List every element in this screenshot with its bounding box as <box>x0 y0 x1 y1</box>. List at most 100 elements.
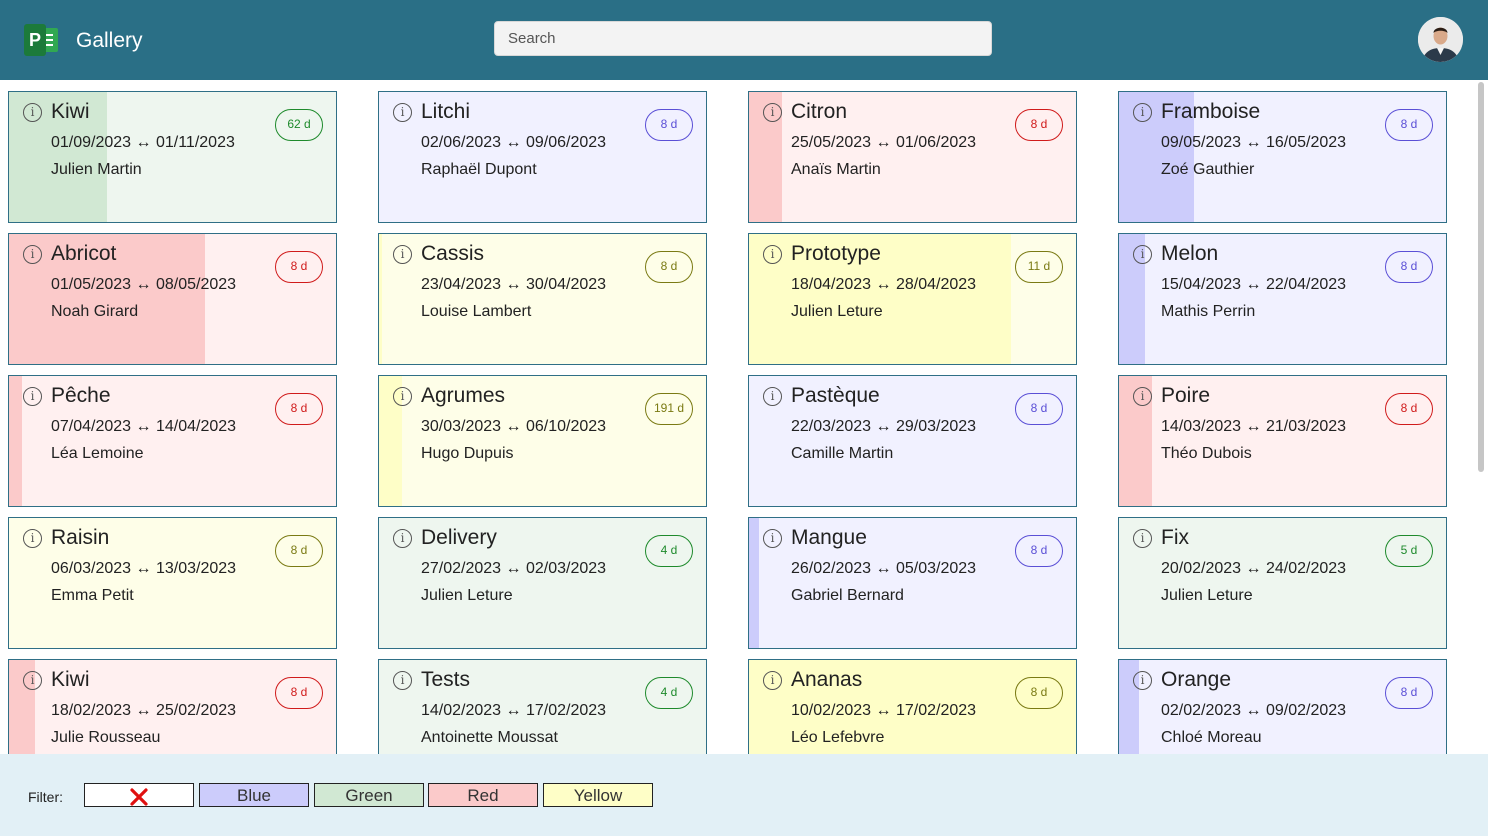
card-owner: Anaïs Martin <box>791 161 881 178</box>
card-owner: Antoinette Moussat <box>421 729 558 746</box>
task-card[interactable]: i Fix 20/02/2023 ↔ 24/02/2023 Julien Leture… <box>1118 517 1447 649</box>
card-title: Litchi <box>421 100 471 123</box>
task-card[interactable]: i Melon 15/04/2023 ↔ 22/04/2023 Mathis Perr… <box>1118 233 1447 365</box>
task-card[interactable]: i Citron 25/05/2023 ↔ 01/06/2023 Anaïs Mart… <box>748 91 1077 223</box>
duration-badge: 11 d <box>1015 251 1063 283</box>
duration-badge: 8 d <box>1015 109 1063 141</box>
task-card[interactable]: i Pastèque 22/03/2023 ↔ 29/03/2023 Camille … <box>748 375 1077 507</box>
progress-fill <box>749 234 1011 364</box>
task-card[interactable]: i Orange 02/02/2023 ↔ 09/02/2023 Chloé More… <box>1118 659 1447 754</box>
duration-badge: 8 d <box>275 535 323 567</box>
card-owner: Louise Lambert <box>421 303 532 320</box>
card-dates: 18/02/2023 ↔ 25/02/2023 <box>51 702 237 719</box>
card-title: Raisin <box>51 526 110 549</box>
duration-badge: 8 d <box>1385 393 1433 425</box>
task-card[interactable]: i Framboise 09/05/2023 ↔ 16/05/2023 Zoé Gau… <box>1118 91 1447 223</box>
info-icon[interactable]: i <box>393 387 412 406</box>
task-card[interactable]: i Abricot 01/05/2023 ↔ 08/05/2023 Noah Gira… <box>8 233 337 365</box>
info-icon[interactable]: i <box>1133 387 1152 406</box>
card-owner: Zoé Gauthier <box>1161 161 1255 178</box>
info-icon[interactable]: i <box>763 529 782 548</box>
task-card[interactable]: i Agrumes 30/03/2023 ↔ 06/10/2023 Hugo Dupu… <box>378 375 707 507</box>
card-dates: 26/02/2023 ↔ 05/03/2023 <box>791 560 977 577</box>
task-card[interactable]: i Delivery 27/02/2023 ↔ 02/03/2023 Julien L… <box>378 517 707 649</box>
user-avatar[interactable] <box>1418 17 1463 62</box>
search-input[interactable] <box>494 21 992 56</box>
filter-blue-button[interactable]: Blue <box>199 783 309 807</box>
card-owner: Raphaël Dupont <box>421 161 537 178</box>
task-card[interactable]: i Poire 14/03/2023 ↔ 21/03/2023 Théo Dubois… <box>1118 375 1447 507</box>
card-owner: Hugo Dupuis <box>421 445 514 462</box>
duration-badge: 8 d <box>1015 393 1063 425</box>
task-card[interactable]: i Raisin 06/03/2023 ↔ 13/03/2023 Emma Petit… <box>8 517 337 649</box>
task-card[interactable]: i Prototype 18/04/2023 ↔ 28/04/2023 Julien … <box>748 233 1077 365</box>
card-title: Citron <box>791 100 848 123</box>
card-dates: 14/02/2023 ↔ 17/02/2023 <box>421 702 607 719</box>
card-owner: Camille Martin <box>791 445 894 462</box>
task-card[interactable]: i Pêche 07/04/2023 ↔ 14/04/2023 Léa Lemoine… <box>8 375 337 507</box>
card-dates: 25/05/2023 ↔ 01/06/2023 <box>791 134 977 151</box>
card-dates: 09/05/2023 ↔ 16/05/2023 <box>1161 134 1347 151</box>
duration-badge: 8 d <box>1015 535 1063 567</box>
app-title: Gallery <box>76 29 143 52</box>
info-icon[interactable]: i <box>23 529 42 548</box>
red-x-icon <box>130 787 148 806</box>
task-card[interactable]: i Ananas 10/02/2023 ↔ 17/02/2023 Léo Lefebv… <box>748 659 1077 754</box>
card-title: Framboise <box>1161 100 1261 123</box>
info-icon[interactable]: i <box>23 245 42 264</box>
duration-badge: 8 d <box>645 251 693 283</box>
task-card[interactable]: i Tests 14/02/2023 ↔ 17/02/2023 Antoinette … <box>378 659 707 754</box>
info-icon[interactable]: i <box>763 245 782 264</box>
progress-fill <box>749 518 759 648</box>
info-icon[interactable]: i <box>393 529 412 548</box>
card-dates: 07/04/2023 ↔ 14/04/2023 <box>51 418 237 435</box>
card-dates: 22/03/2023 ↔ 29/03/2023 <box>791 418 977 435</box>
info-icon[interactable]: i <box>1133 529 1152 548</box>
card-owner: Noah Girard <box>51 303 139 320</box>
info-icon[interactable]: i <box>393 103 412 122</box>
info-icon[interactable]: i <box>23 103 42 122</box>
card-title: Kiwi <box>51 668 90 691</box>
info-icon[interactable]: i <box>763 103 782 122</box>
filter-yellow-button[interactable]: Yellow <box>543 783 653 807</box>
duration-badge: 8 d <box>1385 677 1433 709</box>
info-icon[interactable]: i <box>1133 245 1152 264</box>
filter-clear-button[interactable] <box>84 783 194 807</box>
card-title: Melon <box>1161 242 1219 265</box>
duration-badge: 8 d <box>645 109 693 141</box>
card-owner: Chloé Moreau <box>1161 729 1262 746</box>
gallery-scrollbar[interactable] <box>1478 82 1484 472</box>
card-title: Tests <box>421 668 471 691</box>
info-icon[interactable]: i <box>393 245 412 264</box>
duration-badge: 5 d <box>1385 535 1433 567</box>
task-card[interactable]: i Kiwi 01/09/2023 ↔ 01/11/2023 Julien Marti… <box>8 91 337 223</box>
card-owner: Emma Petit <box>51 587 134 604</box>
task-card[interactable]: i Mangue 26/02/2023 ↔ 05/03/2023 Gabriel Be… <box>748 517 1077 649</box>
info-icon[interactable]: i <box>763 387 782 406</box>
duration-badge: 4 d <box>645 535 693 567</box>
info-icon[interactable]: i <box>23 387 42 406</box>
filter-bar: Filter: Blue Green Red Yellow <box>0 754 1488 836</box>
info-icon[interactable]: i <box>393 671 412 690</box>
task-card[interactable]: i Cassis 23/04/2023 ↔ 30/04/2023 Louise Lam… <box>378 233 707 365</box>
info-icon[interactable]: i <box>23 671 42 690</box>
filter-green-button[interactable]: Green <box>314 783 424 807</box>
progress-fill <box>749 660 1076 754</box>
info-icon[interactable]: i <box>763 671 782 690</box>
card-owner: Julien Martin <box>51 161 142 178</box>
card-title: Delivery <box>421 526 497 549</box>
card-dates: 30/03/2023 ↔ 06/10/2023 <box>421 418 607 435</box>
duration-badge: 8 d <box>1385 109 1433 141</box>
task-card[interactable]: i Kiwi 18/02/2023 ↔ 25/02/2023 Julie Rousse… <box>8 659 337 754</box>
card-dates: 23/04/2023 ↔ 30/04/2023 <box>421 276 607 293</box>
duration-badge: 8 d <box>275 393 323 425</box>
info-icon[interactable]: i <box>1133 103 1152 122</box>
info-icon[interactable]: i <box>1133 671 1152 690</box>
progress-fill <box>1119 92 1195 222</box>
task-card[interactable]: i Litchi 02/06/2023 ↔ 09/06/2023 Raphaël Du… <box>378 91 707 223</box>
card-gallery: i Kiwi 01/09/2023 ↔ 01/11/2023 Julien Marti… <box>0 80 1478 754</box>
card-dates: 14/03/2023 ↔ 21/03/2023 <box>1161 418 1347 435</box>
duration-badge: 8 d <box>1015 677 1063 709</box>
card-dates: 20/02/2023 ↔ 24/02/2023 <box>1161 560 1347 577</box>
filter-red-button[interactable]: Red <box>428 783 538 807</box>
